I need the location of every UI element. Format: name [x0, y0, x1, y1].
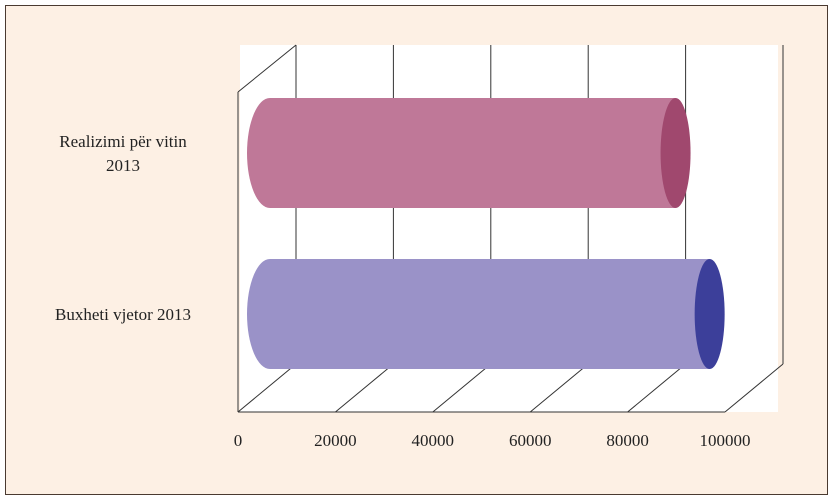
floor-gridline — [432, 363, 492, 413]
x-tick-label: 0 — [234, 431, 243, 450]
x-tick-label: 20000 — [314, 431, 357, 450]
bar-cap — [694, 259, 725, 369]
bar-1 — [247, 259, 725, 369]
bars — [247, 98, 725, 369]
floor-gridline — [335, 363, 394, 413]
category-label: Realizimi për vitin — [59, 132, 187, 151]
x-tick-label: 80000 — [606, 431, 649, 450]
x-tick-label: 60000 — [509, 431, 552, 450]
bar-cap — [660, 98, 691, 208]
category-labels: Realizimi për vitin 2013 Buxheti vjetor 20… — [55, 132, 191, 324]
category-label: Buxheti vjetor 2013 — [55, 305, 191, 324]
x-tick-label: 100000 — [700, 431, 751, 450]
bar-body — [247, 259, 710, 369]
category-label: 2013 — [106, 156, 140, 175]
x-tick-label: 40000 — [412, 431, 455, 450]
chart-floor — [237, 363, 784, 413]
floor-gridline — [237, 363, 297, 413]
x-axis-tick-labels: 0 20000 40000 60000 80000 100000 — [234, 431, 751, 450]
bar-body — [247, 98, 676, 208]
floor-gridline — [627, 363, 686, 413]
bar-0 — [247, 98, 691, 208]
side-wall-top — [237, 44, 297, 93]
floor-gridline — [724, 363, 784, 413]
floor-gridline — [529, 363, 589, 413]
